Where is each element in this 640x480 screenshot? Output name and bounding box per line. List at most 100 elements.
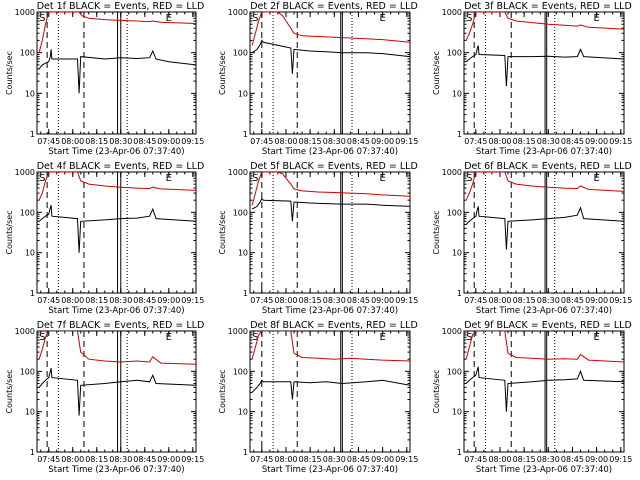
panel-3-marker-e: E [593, 13, 599, 24]
panel-1-xtick-label: 08:00 [61, 137, 84, 146]
panel-9-xtick-label: 09:00 [585, 455, 608, 464]
panel-1-series-lld [38, 12, 196, 53]
panel-1-xtick-label: 08:15 [85, 137, 108, 146]
panel-4-xtick-label: 07:45 [37, 296, 60, 305]
panel-5-xtick-label: 08:00 [274, 296, 297, 305]
panel-6-xtick-label: 08:45 [561, 296, 584, 305]
panel-6-series-lld [465, 172, 624, 201]
panel-2-xtick-label: 07:45 [250, 137, 273, 146]
panel-8-frame [249, 330, 411, 453]
panel-9-xtick-label: 08:00 [488, 455, 511, 464]
panel-2-ytick-label: 1 [243, 130, 248, 139]
panel-4-xtick-label: 08:45 [133, 296, 156, 305]
panel-8-ylabel: Counts/sec [218, 369, 227, 413]
panel-3-xtick-label: 08:00 [488, 137, 511, 146]
panel-2-xlabel: Start Time (23-Apr-06 07:37:40) [262, 147, 398, 157]
panel-5-marker-e: E [379, 173, 385, 184]
panel-2-ytick-label: 10 [238, 89, 248, 98]
panel-4-ytick-label: 1 [30, 289, 35, 298]
panel-6-marker-s: S [466, 173, 472, 184]
panel-5-marker-s: S [252, 173, 258, 184]
panel-9-marker-s: S [466, 332, 472, 343]
panel-7-xtick-label: 09:15 [181, 455, 204, 464]
panel-9-marker-e: E [593, 332, 599, 343]
panel-4-xlabel: Start Time (23-Apr-06 07:37:40) [48, 306, 184, 316]
panel-3-ytick-label: 100 [447, 49, 462, 58]
panel-5: Det 5f BLACK = Events, RED = LLD 1 10 100 10… [218, 161, 418, 316]
panel-4-ylabel: Counts/sec [5, 210, 14, 254]
panel-6-xlabel: Start Time (23-Apr-06 07:37:40) [476, 306, 612, 316]
panel-7-ytick-label: 1 [30, 448, 35, 457]
panel-4-marker-e: E [166, 173, 172, 184]
panel-8-xtick-label: 08:15 [299, 455, 322, 464]
panel-6-frame [463, 171, 625, 294]
panel-2-xtick-label: 08:45 [347, 137, 370, 146]
panel-5-xtick-label: 08:30 [323, 296, 346, 305]
panel-2-xtick-label: 08:00 [274, 137, 297, 146]
panel-6-ytick-label: 1000 [442, 168, 462, 177]
panel-6-ytick-label: 100 [447, 208, 462, 217]
panel-1-marker-e: E [166, 13, 172, 24]
panel-4-xtick-label: 08:30 [109, 296, 132, 305]
panel-5-series-lld [251, 172, 410, 206]
panel-2-ytick-label: 100 [233, 49, 248, 58]
panel-7-frame [36, 330, 197, 453]
panel-9-ytick-label: 10 [452, 408, 462, 417]
panel-7-marker-e: E [166, 332, 172, 343]
panel-7-ylabel: Counts/sec [5, 369, 14, 413]
panel-6-xtick-label: 08:00 [488, 296, 511, 305]
panel-7-series-events [38, 367, 196, 416]
panel-5-xlabel: Start Time (23-Apr-06 07:37:40) [262, 306, 398, 316]
panel-4-marker-s: S [39, 173, 45, 184]
panel-3-series-lld [465, 12, 624, 41]
panel-3-xtick-label: 08:30 [537, 137, 560, 146]
panel-7-xtick-label: 08:15 [85, 455, 108, 464]
panel-7-xtick-label: 08:45 [133, 455, 156, 464]
panel-3-frame [463, 11, 625, 135]
panel-8-xtick-label: 08:00 [274, 455, 297, 464]
panel-6-ytick-label: 1 [457, 289, 462, 298]
panel-5-ytick-label: 10 [238, 249, 248, 258]
panel-1-marker-s: S [39, 13, 45, 24]
panel-3-ytick-label: 10 [452, 89, 462, 98]
panel-6-series-events [465, 206, 624, 250]
panel-2-series-events [251, 39, 410, 74]
panel-1-title: Det 1f BLACK = Events, RED = LLD [37, 1, 205, 12]
panel-5-xtick-label: 08:45 [347, 296, 370, 305]
panel-8-ytick-label: 10 [238, 408, 248, 417]
panel-2-marker-s: S [252, 13, 258, 24]
panel-2-ytick-label: 1000 [228, 8, 248, 17]
panel-2-xtick-label: 09:00 [371, 137, 394, 146]
panel-8: Det 8f BLACK = Events, RED = LLD 1 10 100 10… [218, 320, 418, 475]
panel-9-xlabel: Start Time (23-Apr-06 07:37:40) [476, 465, 612, 475]
panel-9-xtick-label: 07:45 [464, 455, 487, 464]
panel-8-series-lld [251, 331, 410, 362]
panel-1-xtick-label: 07:45 [37, 137, 60, 146]
panel-6-ytick-label: 10 [452, 249, 462, 258]
panel-5-ylabel: Counts/sec [218, 210, 227, 254]
panel-7-xtick-label: 08:00 [61, 455, 84, 464]
panel-5-xtick-label: 09:00 [371, 296, 394, 305]
panel-4-xtick-label: 08:00 [61, 296, 84, 305]
panel-9-ytick-label: 1 [457, 448, 462, 457]
panel-4-title: Det 4f BLACK = Events, RED = LLD [37, 161, 205, 172]
panel-7-xlabel: Start Time (23-Apr-06 07:37:40) [48, 465, 184, 475]
panel-4-xtick-label: 09:00 [157, 296, 180, 305]
panel-3-series-events [465, 45, 624, 87]
panel-2-frame [249, 11, 411, 135]
panel-7-marker-s: S [39, 332, 45, 343]
panel-2-marker-e: E [379, 13, 385, 24]
panel-7: Det 7f BLACK = Events, RED = LLD 1 10 100 10… [5, 320, 204, 475]
panel-1-xtick-label: 08:30 [109, 137, 132, 146]
panel-3-xlabel: Start Time (23-Apr-06 07:37:40) [476, 147, 612, 157]
panel-7-series-lld [38, 331, 196, 365]
panel-2-series-lld [251, 12, 410, 46]
panel-8-ytick-label: 100 [233, 367, 248, 376]
panel-3-xtick-label: 09:15 [609, 137, 632, 146]
panel-9-series-events [465, 366, 624, 412]
panel-9-xtick-label: 08:15 [513, 455, 536, 464]
panel-6-xtick-label: 09:15 [609, 296, 632, 305]
panel-5-ytick-label: 1 [243, 289, 248, 298]
panel-5-series-events [251, 197, 410, 222]
